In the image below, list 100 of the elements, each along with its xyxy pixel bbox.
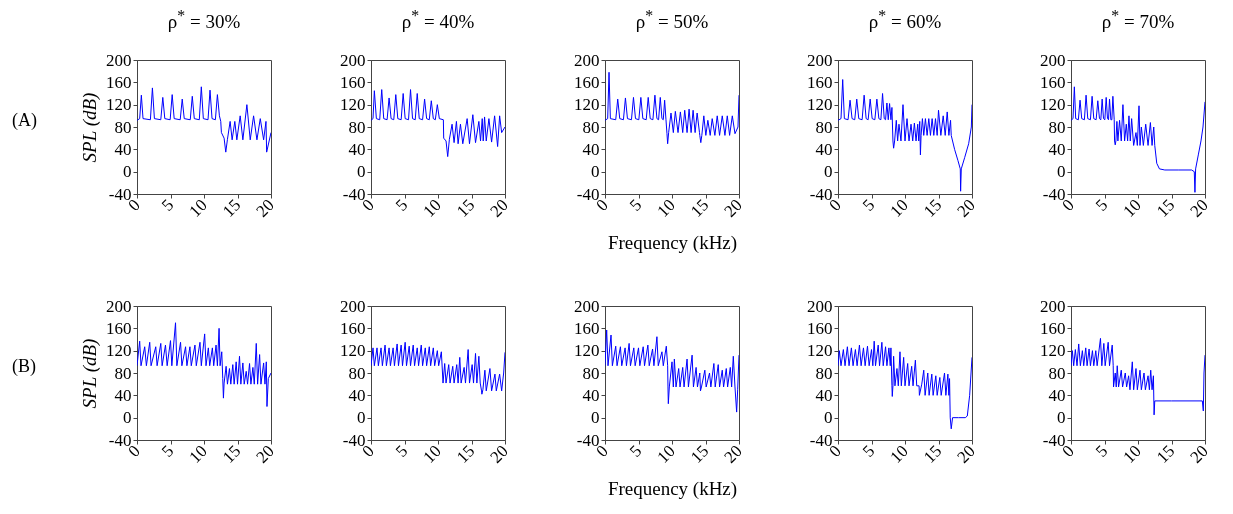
line-series bbox=[137, 322, 271, 407]
chart-title: ρ$^{*}$ = 50% bbox=[634, 7, 710, 34]
y-tick-label: 200 bbox=[106, 296, 132, 316]
y-tick-label: 80 bbox=[1048, 117, 1066, 137]
y-tick-label: 120 bbox=[807, 341, 833, 361]
y-tick-label: 80 bbox=[348, 117, 366, 137]
y-tick-label: 160 bbox=[574, 318, 600, 338]
y-tick-label: 80 bbox=[815, 363, 833, 383]
y-tick-label: 0 bbox=[824, 408, 833, 428]
line-series bbox=[1071, 337, 1205, 416]
y-tick-label: 160 bbox=[807, 72, 833, 92]
y-tick-label: 80 bbox=[114, 117, 132, 137]
x-tick-label: 10 bbox=[185, 195, 211, 221]
y-tick-label: 120 bbox=[1040, 341, 1066, 361]
x-tick-label: 15 bbox=[686, 441, 713, 467]
x-tick-label: 20 bbox=[953, 441, 979, 467]
y-tick-label: 200 bbox=[106, 50, 132, 70]
y-tick-label: 80 bbox=[582, 117, 600, 137]
y-tick-label: 80 bbox=[114, 363, 132, 383]
x-tick-label: 5 bbox=[157, 441, 178, 461]
text: (B) bbox=[12, 356, 36, 377]
y-tick-label: 0 bbox=[1057, 162, 1066, 182]
y-tick-label: 120 bbox=[807, 95, 833, 115]
y-tick-label: 80 bbox=[582, 363, 600, 383]
y-tick-label: 160 bbox=[574, 72, 600, 92]
y-tick-label: 0 bbox=[357, 408, 366, 428]
y-tick-label: 200 bbox=[574, 296, 600, 316]
y-tick-label: 160 bbox=[106, 72, 132, 92]
y-tick-label: 120 bbox=[106, 341, 132, 361]
x-tick-label: 10 bbox=[419, 195, 445, 221]
chart-title: ρ$^{*}$ = 40% bbox=[400, 7, 476, 34]
y-tick-label: 120 bbox=[574, 95, 600, 115]
x-tick-label: 15 bbox=[218, 441, 245, 467]
x-tick-label: 15 bbox=[686, 195, 713, 221]
y-tick-label: 40 bbox=[1048, 139, 1066, 159]
x-tick-label: 15 bbox=[919, 441, 946, 467]
y-tick-label: 40 bbox=[815, 385, 833, 405]
x-tick-label: 10 bbox=[185, 441, 211, 467]
y-axis-title: SPL (dB) bbox=[79, 92, 101, 163]
y-tick-label: 160 bbox=[340, 72, 366, 92]
y-tick-label: 120 bbox=[340, 95, 366, 115]
line-series bbox=[838, 79, 972, 192]
y-tick-label: 0 bbox=[123, 408, 132, 428]
y-tick-label: 0 bbox=[824, 162, 833, 182]
x-tick-label: 15 bbox=[452, 441, 479, 467]
text: (A) bbox=[12, 110, 37, 131]
x-tick-label: 10 bbox=[653, 195, 679, 221]
y-tick-label: 200 bbox=[340, 296, 366, 316]
y-tick-label: 80 bbox=[348, 363, 366, 383]
y-tick-label: 120 bbox=[106, 95, 132, 115]
y-tick-label: 200 bbox=[1040, 296, 1066, 316]
y-tick-label: 160 bbox=[1040, 72, 1066, 92]
y-tick-label: 160 bbox=[807, 318, 833, 338]
y-tick-label: 120 bbox=[574, 341, 600, 361]
x-tick-label: 20 bbox=[252, 195, 278, 221]
y-tick-label: 120 bbox=[1040, 95, 1066, 115]
line-series bbox=[605, 329, 739, 413]
y-tick-label: 40 bbox=[1048, 385, 1066, 405]
x-tick-label: 20 bbox=[1186, 195, 1212, 221]
x-tick-label: 15 bbox=[919, 195, 946, 221]
x-tick-label: 15 bbox=[1152, 441, 1179, 467]
x-tick-label: 20 bbox=[720, 441, 746, 467]
y-tick-label: 0 bbox=[357, 162, 366, 182]
y-tick-label: 200 bbox=[1040, 50, 1066, 70]
y-tick-label: 120 bbox=[340, 341, 366, 361]
x-tick-label: 5 bbox=[391, 195, 412, 215]
y-tick-label: 160 bbox=[106, 318, 132, 338]
x-tick-label: 20 bbox=[252, 441, 278, 467]
line-series bbox=[1071, 86, 1205, 193]
x-tick-label: 10 bbox=[1119, 195, 1145, 221]
x-tick-label: 20 bbox=[1186, 441, 1212, 467]
x-tick-label: 15 bbox=[1152, 195, 1179, 221]
y-tick-label: 200 bbox=[574, 50, 600, 70]
x-tick-label: 20 bbox=[486, 195, 512, 221]
y-tick-label: 0 bbox=[123, 162, 132, 182]
x-tick-label: 20 bbox=[486, 441, 512, 467]
y-tick-label: 200 bbox=[807, 296, 833, 316]
x-tick-label: 20 bbox=[720, 195, 746, 221]
x-tick-label: 5 bbox=[858, 195, 879, 215]
y-tick-label: 40 bbox=[348, 139, 366, 159]
y-tick-label: 0 bbox=[1057, 408, 1066, 428]
y-tick-label: 40 bbox=[582, 385, 600, 405]
x-tick-label: 15 bbox=[452, 195, 479, 221]
y-tick-label: 40 bbox=[815, 139, 833, 159]
y-axis-title: SPL (dB) bbox=[79, 338, 101, 409]
y-tick-label: 40 bbox=[114, 139, 132, 159]
x-tick-label: 10 bbox=[419, 441, 445, 467]
y-tick-label: 200 bbox=[340, 50, 366, 70]
x-tick-label: 5 bbox=[157, 195, 178, 215]
y-tick-label: 80 bbox=[1048, 363, 1066, 383]
x-tick-label: 10 bbox=[886, 195, 912, 221]
y-tick-label: 40 bbox=[114, 385, 132, 405]
y-tick-label: 40 bbox=[582, 139, 600, 159]
y-tick-label: 0 bbox=[591, 408, 600, 428]
x-tick-label: 5 bbox=[625, 441, 646, 461]
line-series bbox=[137, 86, 271, 153]
x-tick-label: 10 bbox=[1119, 441, 1145, 467]
x-tick-label: 5 bbox=[858, 441, 879, 461]
x-tick-label: 10 bbox=[886, 441, 912, 467]
y-tick-label: 160 bbox=[1040, 318, 1066, 338]
